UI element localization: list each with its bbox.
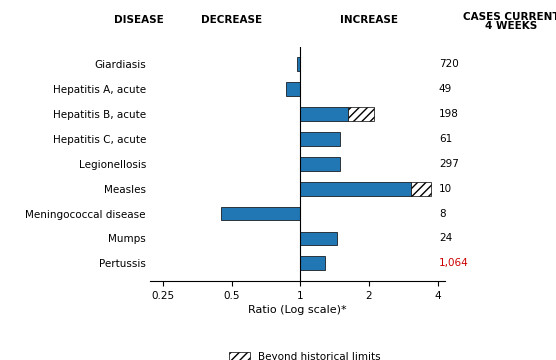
Text: 10: 10 <box>439 184 452 194</box>
Text: DECREASE: DECREASE <box>201 15 262 25</box>
Bar <box>300 182 411 195</box>
Text: 4 WEEKS: 4 WEEKS <box>485 21 538 31</box>
Text: DISEASE: DISEASE <box>114 15 164 25</box>
Bar <box>300 231 337 245</box>
Bar <box>411 182 431 195</box>
Text: INCREASE: INCREASE <box>340 15 398 25</box>
Text: 61: 61 <box>439 134 452 144</box>
Text: 1,064: 1,064 <box>439 258 469 268</box>
Text: 720: 720 <box>439 59 459 69</box>
Bar <box>348 107 374 121</box>
Bar <box>221 207 300 220</box>
X-axis label: Ratio (Log scale)*: Ratio (Log scale)* <box>248 305 347 315</box>
Bar <box>300 157 340 171</box>
Bar <box>286 82 300 96</box>
Text: 297: 297 <box>439 159 459 169</box>
Text: 49: 49 <box>439 84 452 94</box>
Text: 198: 198 <box>439 109 459 119</box>
Legend: Beyond historical limits: Beyond historical limits <box>229 351 381 360</box>
Text: CASES CURRENT: CASES CURRENT <box>463 12 556 22</box>
Bar <box>300 107 348 121</box>
Bar <box>300 132 340 146</box>
Text: 8: 8 <box>439 208 445 219</box>
Text: 24: 24 <box>439 233 452 243</box>
Bar <box>297 58 300 71</box>
Bar <box>300 256 325 270</box>
